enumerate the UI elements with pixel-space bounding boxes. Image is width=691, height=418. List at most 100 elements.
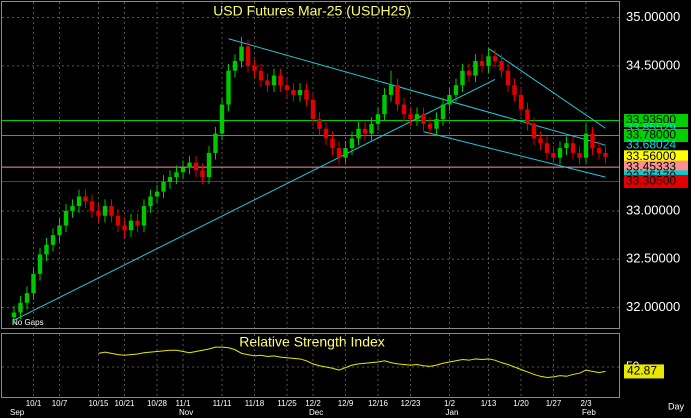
candle-body <box>518 94 524 110</box>
candle-body <box>369 123 374 134</box>
level-label: 33.93500 <box>626 113 676 127</box>
candle-body <box>479 61 485 66</box>
candle-body <box>148 196 153 207</box>
candle-body <box>245 46 251 66</box>
candle-body <box>544 143 550 153</box>
candle-body <box>271 75 277 86</box>
x-tick-label: 12/9 <box>338 399 354 408</box>
month-label: Feb <box>582 408 596 417</box>
level-label: 33.78000 <box>626 128 676 142</box>
x-tick-label: 10/28 <box>147 399 168 408</box>
candle-body <box>226 70 231 105</box>
level-label-bg <box>624 160 688 174</box>
candle-body <box>258 70 264 81</box>
candle-body <box>492 56 498 62</box>
candle-body <box>349 138 355 149</box>
level-label-bg <box>624 114 688 128</box>
candle-body <box>239 46 244 62</box>
x-tick-label: 12/23 <box>400 399 421 408</box>
candle-body <box>486 56 491 66</box>
x-tick-label: 11/1 <box>176 399 192 408</box>
x-tick-label: 12/2 <box>305 399 321 408</box>
candle-body <box>395 85 400 105</box>
candle-body <box>83 196 88 202</box>
candle-body <box>583 133 589 158</box>
candle-body <box>89 201 95 211</box>
x-tick-label: 11/18 <box>245 399 265 408</box>
candle-body <box>401 104 407 115</box>
candle-body <box>57 225 62 236</box>
candle-body <box>76 196 82 207</box>
candle-body <box>323 128 329 139</box>
candle-body <box>596 148 602 153</box>
x-tick-label: 10/15 <box>88 399 109 408</box>
month-label: Nov <box>179 408 193 417</box>
value-label-bg <box>624 364 664 379</box>
candle-body <box>70 206 75 211</box>
candle-body <box>434 119 439 129</box>
value-label: 42.87 <box>627 364 657 378</box>
candle-body <box>141 206 147 226</box>
candle-body <box>538 138 543 144</box>
chart-title: USD Futures Mar-25 (USDH25) <box>213 3 411 19</box>
y-tick-label: 34.50000 <box>626 57 680 72</box>
month-label: Dec <box>309 408 323 417</box>
trendline <box>423 131 606 178</box>
candle-body <box>11 312 17 318</box>
rsi-panel <box>1 333 620 398</box>
candle-body <box>375 114 381 124</box>
candle-body <box>499 61 504 71</box>
candle-body <box>304 90 309 100</box>
candle-body <box>557 148 563 158</box>
candle-body <box>421 114 426 124</box>
x-axis-label: Day <box>668 401 685 411</box>
level-label: 33.30500 <box>626 174 676 188</box>
level-label-bg <box>624 129 688 143</box>
candle-body <box>187 162 192 168</box>
x-tick-label: 11/11 <box>213 399 232 408</box>
candle-body <box>96 210 101 216</box>
trendline <box>488 48 606 129</box>
candle-body <box>447 94 452 105</box>
candle-body <box>24 293 30 303</box>
candle-body <box>460 70 465 86</box>
candle-body <box>180 167 186 173</box>
candle-body <box>265 80 270 86</box>
candle-body <box>167 177 173 182</box>
candle-body <box>551 152 556 158</box>
x-tick-label: 10/1 <box>26 399 42 408</box>
x-tick-label: 10/7 <box>52 399 68 408</box>
x-tick-label: 12/16 <box>368 399 389 408</box>
candle-body <box>284 85 290 91</box>
candle-body <box>200 170 205 178</box>
note: No Gaps <box>12 318 44 327</box>
candle-body <box>31 273 36 294</box>
candle-body <box>570 143 576 153</box>
candle-body <box>414 114 420 120</box>
candle-body <box>473 61 478 76</box>
candle-body <box>252 65 257 71</box>
candle-body <box>440 104 446 120</box>
candle-body <box>193 162 199 171</box>
candle-body <box>603 152 608 157</box>
x-tick-label: 1/20 <box>513 399 529 408</box>
candle-body <box>310 99 316 120</box>
candle-body <box>297 90 303 95</box>
candle-body <box>505 70 511 86</box>
y-tick-label: 33.00000 <box>626 202 680 217</box>
x-tick-label: 1/27 <box>546 399 562 408</box>
candle-body <box>122 225 127 231</box>
candle-body <box>102 206 108 216</box>
candle-body <box>317 119 322 129</box>
candle-body <box>388 85 394 95</box>
candle-body <box>18 302 23 313</box>
candle-body <box>531 123 537 139</box>
candle-body <box>115 215 121 226</box>
candle-body <box>408 114 413 120</box>
price-panel <box>1 1 620 329</box>
candle-body <box>330 138 335 149</box>
trendline <box>228 38 606 146</box>
month-label: Jan <box>446 408 459 417</box>
candle-body <box>525 109 530 124</box>
